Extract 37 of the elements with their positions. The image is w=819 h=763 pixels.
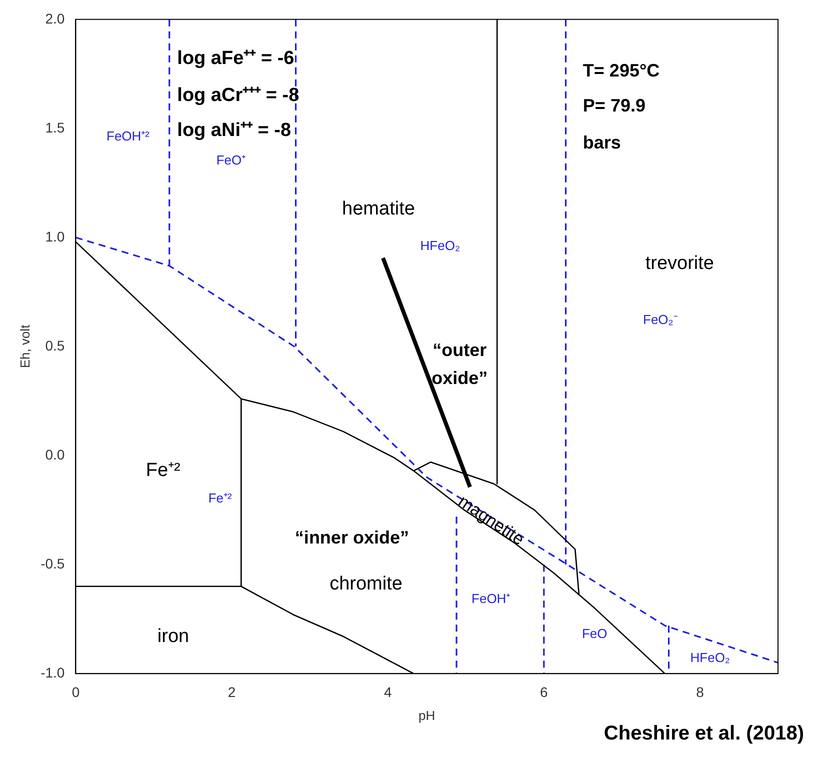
annotation: bars <box>582 132 621 153</box>
annotation: hematite <box>342 198 415 220</box>
annotation: iron <box>157 626 190 647</box>
y-tick-label: 1.5 <box>45 119 65 136</box>
text: Cheshire et al. (2018) <box>604 722 804 745</box>
annotation: P= 79.9 <box>582 96 646 116</box>
annotation: T= 295°C <box>582 60 660 81</box>
annotation: “outer <box>432 340 487 360</box>
x-tick-label: 6 <box>540 684 548 700</box>
x-tick-label: 2 <box>228 684 236 700</box>
annotation: FeO <box>582 626 608 641</box>
y-tick-label: 0.0 <box>45 446 65 462</box>
annotation: HFeO₂ <box>690 650 730 665</box>
y-tick-label: 0.5 <box>45 337 65 354</box>
annotation: Fe⁺² <box>208 490 232 506</box>
y-tick-label: 1.0 <box>45 228 65 244</box>
annotation: HFeO₂ <box>420 238 460 253</box>
y-axis-title: Eh, volt <box>17 324 32 368</box>
annotation: log aNi⁺⁺ = -8 <box>177 120 292 141</box>
x-tick-label: 4 <box>384 684 392 700</box>
annotation: FeO₂⁻ <box>643 312 678 327</box>
annotation: chromite <box>330 573 402 594</box>
annotation: log aFe⁺⁺ = -6 <box>177 48 294 69</box>
y-tick-label: -0.5 <box>40 555 65 572</box>
x-tick-label: 0 <box>72 684 80 700</box>
y-tick-label: -1.0 <box>40 664 65 680</box>
annotation: Fe⁺² <box>146 460 180 482</box>
annotation: trevorite <box>645 252 714 274</box>
y-tick-label: 2.0 <box>45 10 65 26</box>
x-tick-label: 8 <box>696 684 704 700</box>
annotation: FeOH⁺² <box>106 128 150 144</box>
annotation: log aCr⁺⁺⁺ = -8 <box>177 84 300 106</box>
annotation: “inner oxide” <box>294 527 409 548</box>
x-axis-title: pH <box>418 708 436 723</box>
annotation: oxide” <box>432 368 488 388</box>
annotation: FeO⁺ <box>216 152 246 168</box>
annotation: FeOH⁺ <box>472 591 510 606</box>
